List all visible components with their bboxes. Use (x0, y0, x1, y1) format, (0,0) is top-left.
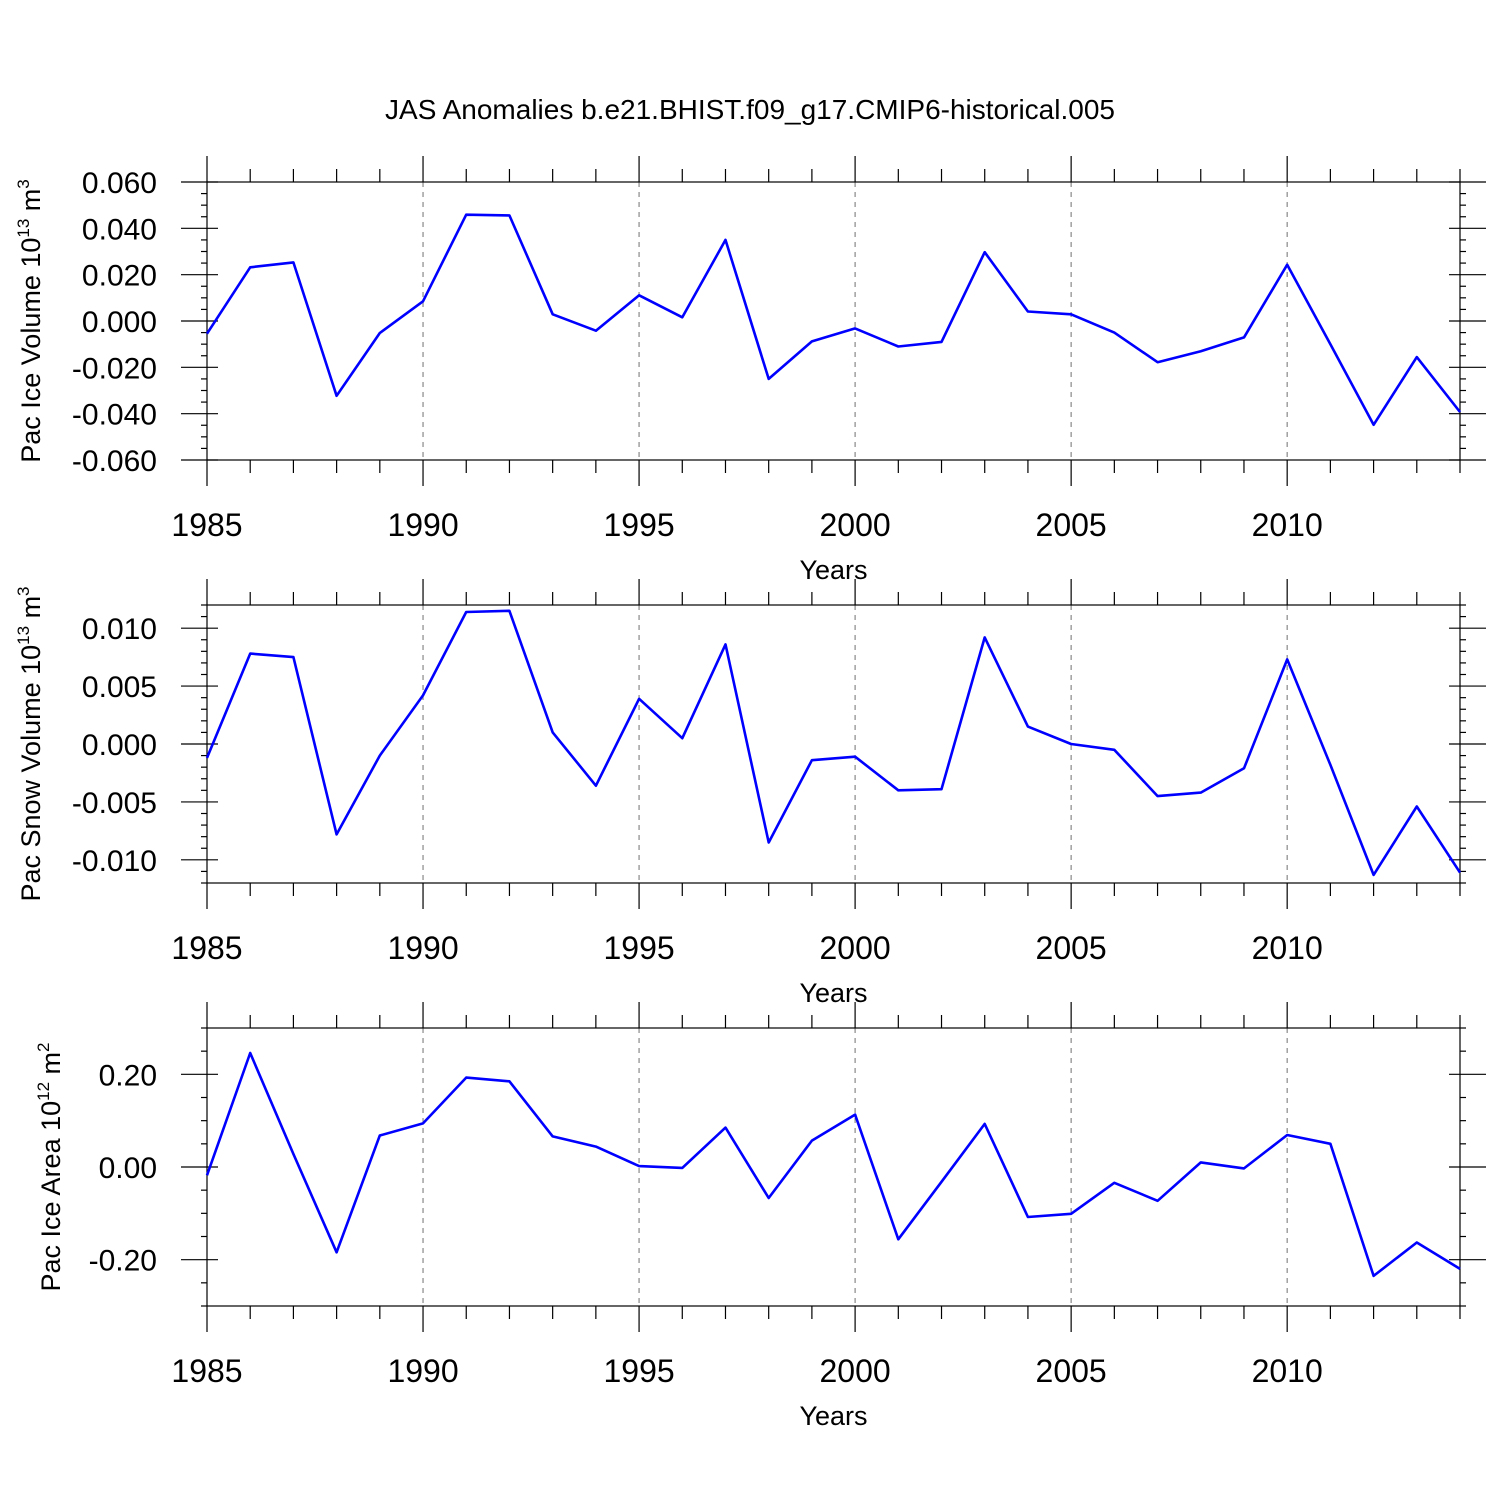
x-tick-label: 2010 (1252, 930, 1323, 966)
y-axis-title-superscript: 12 (34, 1082, 53, 1101)
y-axis-title-text: Pac Ice Volume 10 (16, 238, 46, 463)
x-tick-label: 2000 (820, 1353, 891, 1389)
y-axis-title-text: Pac Ice Area 10 (36, 1101, 66, 1292)
y-tick-label: 0.005 (82, 671, 157, 704)
y-axis-title: Pac Ice Area 1012 m2 (34, 1042, 66, 1291)
x-tick-label: 2005 (1036, 507, 1107, 543)
y-axis-title-text: m (36, 1052, 66, 1082)
x-tick-label: 1985 (171, 930, 242, 966)
x-tick-label: 1995 (603, 1353, 674, 1389)
y-tick-label: -0.040 (72, 399, 157, 432)
x-tick-label: 2005 (1036, 1353, 1107, 1389)
x-axis-title: Years (799, 555, 867, 585)
x-tick-label: 1990 (387, 930, 458, 966)
series-line (205, 609, 1462, 877)
x-tick-label: 1990 (387, 1353, 458, 1389)
y-axis-title-superscript: 2 (34, 1042, 53, 1051)
x-tick-label: 2000 (820, 930, 891, 966)
panel-2: 1985 1990 1995 2000 2005 2010 0.010 0.005 0.000 -… (14, 579, 1486, 1008)
y-axis-title: Pac Snow Volume 1013 m3 (14, 586, 46, 901)
x-axis-title: Years (799, 1401, 867, 1431)
y-axis-title-superscript: 3 (14, 586, 33, 595)
x-tick-label: 2005 (1036, 930, 1107, 966)
series-line (205, 213, 1462, 427)
figure-title: JAS Anomalies b.e21.BHIST.f09_g17.CMIP6-… (385, 94, 1115, 125)
y-tick-label: -0.005 (72, 787, 157, 820)
y-tick-label: 0.20 (99, 1059, 157, 1092)
y-tick-label: 0.00 (99, 1152, 157, 1185)
x-axis-title: Years (799, 978, 867, 1008)
x-tick-label: 2010 (1252, 507, 1323, 543)
x-tick-label: 2000 (820, 507, 891, 543)
y-tick-label: -0.20 (89, 1245, 157, 1278)
y-axis-title-superscript: 13 (14, 219, 33, 238)
x-tick-label: 1995 (603, 507, 674, 543)
y-axis-title-text: m (16, 189, 46, 219)
y-tick-label: 0.010 (82, 613, 157, 646)
y-axis-title-superscript: 13 (14, 626, 33, 645)
series-line (205, 1051, 1461, 1278)
panel-3: 1985 1990 1995 2000 2005 2010 0.20 0.00 -0.20 Yea… (34, 1002, 1486, 1431)
x-tick-label: 2010 (1252, 1353, 1323, 1389)
y-tick-label: 0.020 (82, 260, 157, 293)
y-tick-label: 0.000 (82, 306, 157, 339)
x-tick-label: 1985 (171, 1353, 242, 1389)
y-axis-title-text: Pac Snow Volume 10 (16, 645, 46, 902)
y-tick-label: 0.000 (82, 729, 157, 762)
y-tick-label: 0.060 (82, 167, 157, 200)
panels: 1985 1990 1995 2000 2005 2010 0.060 0.040 0.020 0… (14, 156, 1486, 1431)
panel-1: 1985 1990 1995 2000 2005 2010 0.060 0.040 0.020 0… (14, 156, 1486, 585)
y-axis-title: Pac Ice Volume 1013 m3 (14, 179, 46, 463)
x-tick-label: 1995 (603, 930, 674, 966)
x-tick-label: 1990 (387, 507, 458, 543)
y-tick-label: -0.020 (72, 352, 157, 385)
x-tick-label: 1985 (171, 507, 242, 543)
y-axis-title-text: m (16, 596, 46, 626)
y-tick-label: -0.010 (72, 845, 157, 878)
y-tick-label: 0.040 (82, 213, 157, 246)
y-tick-label: -0.060 (72, 445, 157, 478)
y-axis-title-superscript: 3 (14, 179, 33, 188)
